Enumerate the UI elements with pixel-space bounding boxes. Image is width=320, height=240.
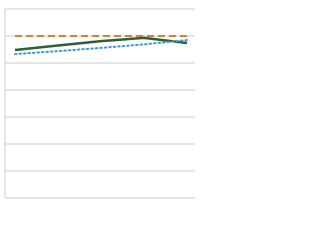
chart (4, 8, 195, 199)
page: (() => { const data = JSON.parse(documen… (4, 8, 195, 199)
series-line (14, 39, 188, 56)
series-line (14, 36, 188, 52)
